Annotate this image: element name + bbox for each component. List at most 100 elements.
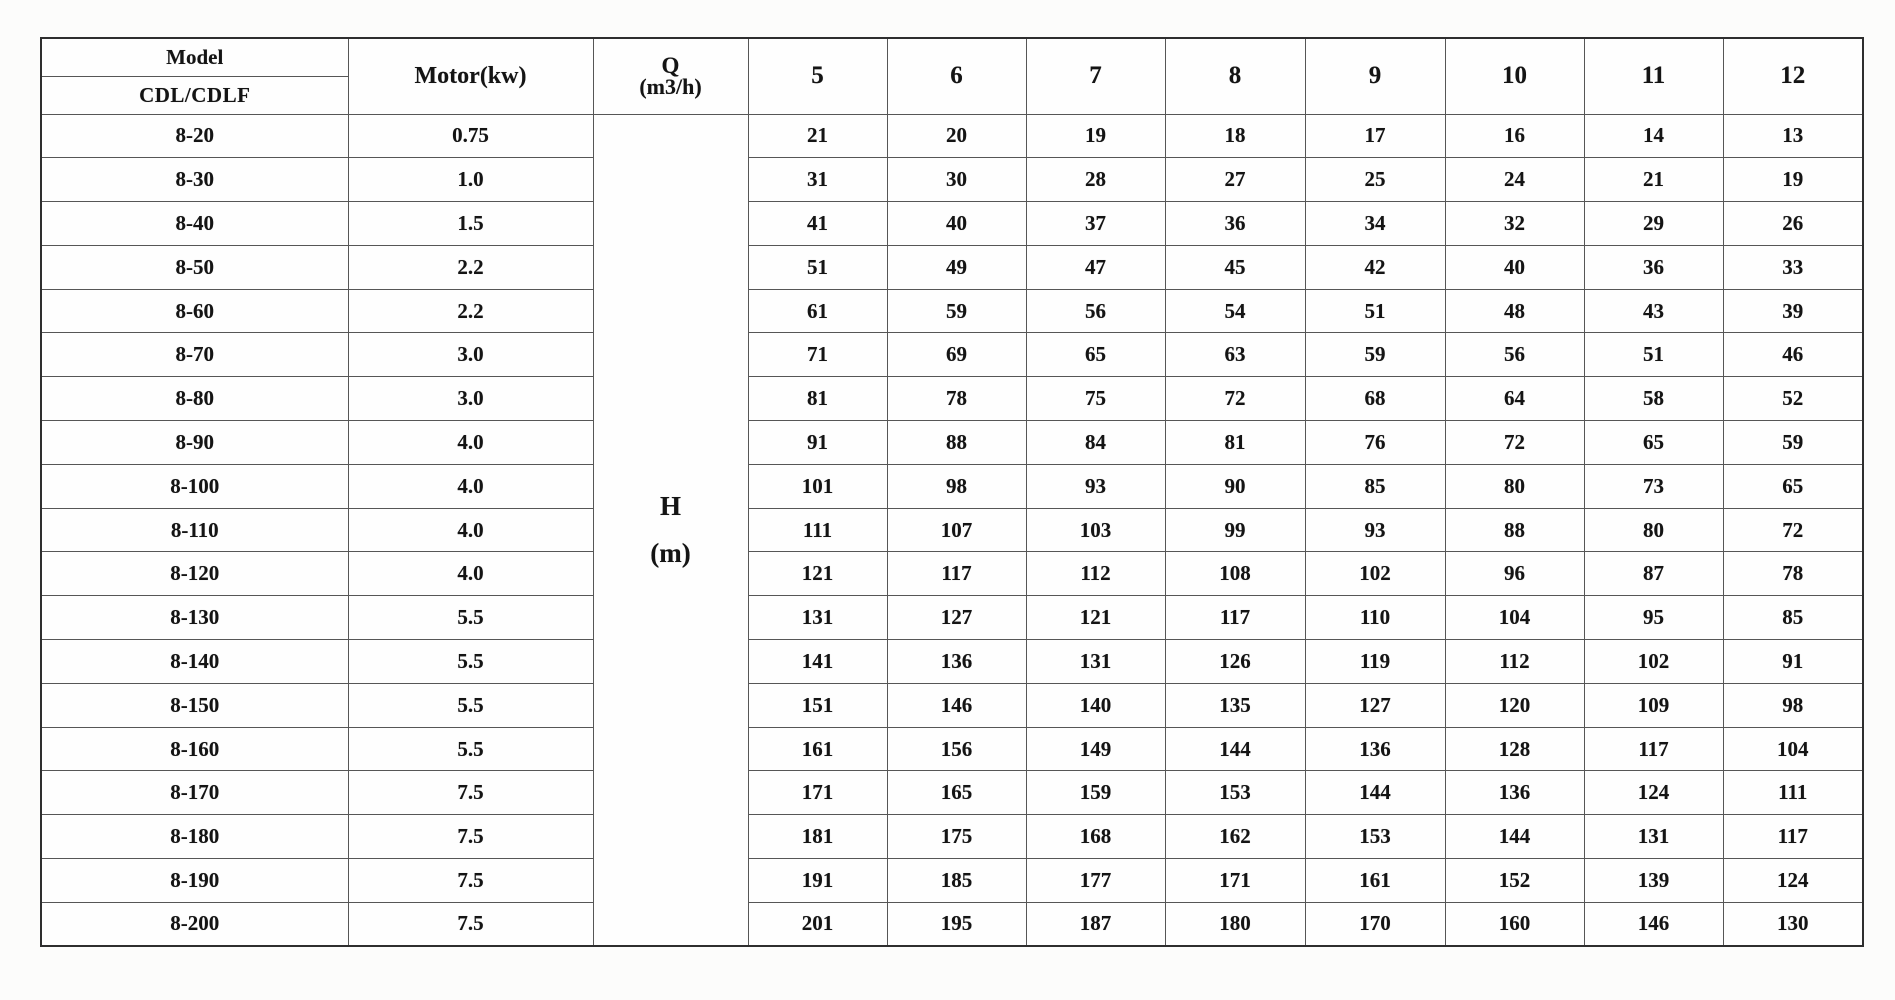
table-row: 8-60 2.2 61 59 56 54 51 48 43 39 [40,288,1864,334]
motor-power-cell: 7.5 [347,814,594,860]
head-value-cell: 64 [1444,376,1585,422]
head-value-cell: 159 [1025,770,1166,816]
model-cell: 8-40 [40,201,349,246]
flow-unit: (m3/h) [639,73,702,99]
header-motor: Motor(kw) [347,37,594,115]
motor-power-cell: 5.5 [347,595,594,641]
motor-power-cell: 5.5 [347,639,594,684]
table-row: 8-150 5.5 151 146 140 135 127 120 109 98 [40,682,1864,728]
header-flow-10: 10 [1444,37,1585,115]
head-value-cell: 45 [1164,244,1306,290]
head-value-cell: 72 [1444,420,1585,465]
motor-power-cell: 4.0 [347,551,594,597]
motor-power-cell: 1.5 [347,201,594,246]
motor-power-cell: 5.5 [347,726,594,772]
head-value-cell: 112 [1444,639,1585,684]
head-value-cell: 136 [1304,726,1446,772]
head-value-cell: 58 [1583,376,1724,422]
header-flow-11: 11 [1583,37,1724,115]
head-value-cell: 180 [1164,901,1306,947]
head-value-cell: 49 [886,244,1027,290]
head-value-cell: 65 [1025,332,1166,378]
head-value-cell: 24 [1444,157,1585,203]
head-value-cell: 69 [886,332,1027,378]
model-cell: 8-100 [40,463,349,509]
head-value-cell: 30 [886,157,1027,203]
table-row: 8-110 4.0 111 107 103 99 93 88 80 72 [40,507,1864,553]
table-row: 8-180 7.5 181 175 168 162 153 144 131 117 [40,814,1864,860]
head-value-cell: 36 [1583,244,1724,290]
table-row: 8-30 1.0 31 30 28 27 25 24 21 19 [40,157,1864,203]
head-value-cell: 90 [1164,463,1306,509]
head-value-cell: 51 [747,244,888,290]
head-unit: (m) [650,537,691,568]
model-cell: 8-130 [40,595,349,641]
head-value-cell: 151 [747,682,888,728]
head-value-cell: 42 [1304,244,1446,290]
head-value-cell: 161 [747,726,888,772]
table-row: 8-90 4.0 91 88 84 81 76 72 65 59 [40,420,1864,465]
head-value-cell: 31 [747,157,888,203]
head-value-cell: 120 [1444,682,1585,728]
motor-power-cell: 3.0 [347,332,594,378]
head-value-cell: 168 [1025,814,1166,860]
table-row: 8-170 7.5 171 165 159 153 144 136 124 111 [40,770,1864,816]
head-value-cell: 88 [1444,507,1585,553]
head-value-cell: 117 [1583,726,1724,772]
head-value-cell: 25 [1304,157,1446,203]
head-value-cell: 21 [747,113,888,159]
motor-power-cell: 3.0 [347,376,594,422]
scanned-document: Model Motor(kw) Q (m3/h) 5 6 7 8 9 10 11… [40,37,1864,948]
motor-power-cell: 4.0 [347,420,594,465]
head-value-cell: 78 [1722,551,1864,597]
flow-symbol: Q [661,52,680,78]
head-value-cell: 103 [1025,507,1166,553]
model-cell: 8-170 [40,770,349,816]
head-value-cell: 19 [1722,157,1864,203]
head-value-cell: 40 [886,201,1027,246]
head-value-cell: 127 [1304,682,1446,728]
head-value-cell: 121 [747,551,888,597]
head-value-cell: 141 [747,639,888,684]
header-row-top: Model Motor(kw) Q (m3/h) 5 6 7 8 9 10 11… [40,37,1864,115]
head-value-cell: 34 [1304,201,1446,246]
head-value-cell: 101 [747,463,888,509]
head-value-cell: 81 [1164,420,1306,465]
head-value-cell: 144 [1304,770,1446,816]
head-value-cell: 37 [1025,201,1166,246]
head-value-cell: 51 [1583,332,1724,378]
head-value-cell: 124 [1583,770,1724,816]
head-value-cell: 65 [1583,420,1724,465]
model-cell: 8-20 [40,113,349,159]
head-value-cell: 91 [1722,639,1864,684]
head-value-cell: 112 [1025,551,1166,597]
head-value-cell: 72 [1164,376,1306,422]
head-value-cell: 75 [1025,376,1166,422]
pump-spec-table: Model Motor(kw) Q (m3/h) 5 6 7 8 9 10 11… [40,37,1864,948]
head-value-cell: 175 [886,814,1027,860]
head-value-cell: 63 [1164,332,1306,378]
model-cell: 8-150 [40,682,349,728]
head-value-cell: 87 [1583,551,1724,597]
head-value-cell: 153 [1304,814,1446,860]
table-row: 8-140 5.5 141 136 131 126 119 112 102 91 [40,639,1864,684]
head-value-cell: 80 [1444,463,1585,509]
model-cell: 8-90 [40,420,349,465]
head-value-cell: 156 [886,726,1027,772]
head-value-cell: 41 [747,201,888,246]
head-value-cell: 32 [1444,201,1585,246]
head-value-cell: 56 [1444,332,1585,378]
head-value-cell: 119 [1304,639,1446,684]
table-row: 8-80 3.0 81 78 75 72 68 64 58 52 [40,376,1864,422]
head-value-cell: 162 [1164,814,1306,860]
head-value-cell: 91 [747,420,888,465]
head-value-cell: 171 [747,770,888,816]
head-value-cell: 185 [886,858,1027,903]
head-value-cell: 51 [1304,288,1446,334]
head-value-cell: 108 [1164,551,1306,597]
head-unit-cell: H (m) [592,113,749,947]
head-value-cell: 95 [1583,595,1724,641]
model-cell: 8-120 [40,551,349,597]
head-value-cell: 104 [1444,595,1585,641]
head-value-cell: 65 [1722,463,1864,509]
